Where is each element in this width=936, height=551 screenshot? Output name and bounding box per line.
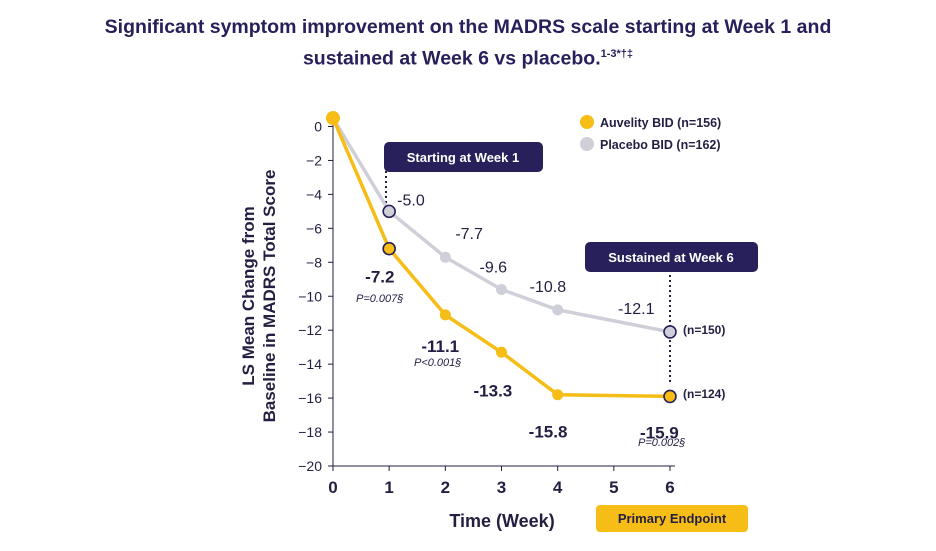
x-tick-label: 1 [384,478,393,497]
placebo-data-point [382,204,396,219]
auvelity-data-label: -13.3 [474,381,513,400]
y-tick-label: −4 [306,186,322,202]
legend: Auvelity BID (n=156) Placebo BID (n=162) [580,115,721,152]
auvelity-points [326,111,677,404]
placebo-data-label: -5.0 [397,192,425,209]
x-tick-label: 2 [441,478,450,497]
y-tick-label: 0 [314,119,322,135]
x-axis-label: Time (Week) [449,511,554,531]
placebo-data-label: -9.6 [480,259,508,276]
y-tick-label: −16 [298,390,322,406]
week1-callout-box [384,142,543,172]
week6-p-value: P=0.002§ [638,437,685,449]
placebo-data-label: -7.7 [455,226,483,243]
auvelity-data-label: -11.1 [421,337,459,356]
legend-auvelity-marker [580,115,594,129]
placebo-data-label: -12.1 [618,301,655,318]
auvelity-data-point [663,389,677,404]
placebo-data-labels: -5.0 -7.7 -9.6 -10.8 -12.1 [397,192,654,318]
y-axis-label-line-2: Baseline in MADRS Total Score [260,170,279,423]
y-axis-ticks: 0 −2 −4 −6 −8 −10 −12 −14 −16 −18 −20 [298,119,333,474]
x-tick-label: 3 [497,478,506,497]
week6-callout-box [585,242,758,272]
x-axis-ticks: 0 1 2 3 4 5 6 [328,466,675,497]
primary-endpoint-badge: Primary Endpoint [596,505,748,532]
primary-endpoint-label: Primary Endpoint [618,511,727,526]
auvelity-data-point [439,309,451,321]
auvelity-series-line [331,117,671,399]
placebo-data-point [439,251,451,263]
legend-placebo-label: Placebo BID (n=162) [600,138,721,152]
auvelity-data-label: -15.8 [529,423,568,442]
x-tick-label: 0 [328,478,337,497]
placebo-data-point [552,304,564,316]
placebo-data-point [496,283,507,295]
auvelity-data-point [496,346,507,358]
title-line-2-text: sustained at Week 6 vs placebo. [302,47,601,70]
primary-endpoint-box [596,505,748,532]
week2-p-value: P<0.001§ [414,357,461,369]
y-tick-label: −2 [306,152,322,168]
title-line-1: Significant symptom improvement on the M… [104,16,832,38]
week1-callout-label: Starting at Week 1 [407,150,519,165]
legend-placebo-marker [580,137,594,151]
placebo-series-line [331,117,671,334]
week6-placebo-n: (n=150) [683,323,725,337]
week6-auvelity-n: (n=124) [683,387,725,401]
y-axis-label-line-1: LS Mean Change from [239,206,258,385]
y-tick-label: −8 [306,254,322,270]
auvelity-data-label: -15.9 [640,423,679,442]
placebo-data-point [663,325,677,339]
chart-title: Significant symptom improvement on the M… [0,14,936,73]
auvelity-data-labels: -7.2 -11.1 -13.3 -15.8 -15.9 [365,268,679,443]
legend-auvelity-label: Auvelity BID (n=156) [600,116,721,130]
title-footnote: 1-3*†‡ [600,48,634,60]
y-axis-label: LS Mean Change from Baseline in MADRS To… [239,170,279,423]
auvelity-data-point [552,389,564,401]
week1-p-value: P=0.007§ [356,293,403,305]
x-tick-label: 4 [553,478,563,497]
week1-callout: Starting at Week 1 [384,142,543,172]
auvelity-data-point [382,241,396,256]
auvelity-data-label: -7.2 [365,268,394,287]
x-tick-label: 5 [609,478,618,497]
y-tick-label: −18 [298,424,322,440]
y-tick-label: −10 [298,288,322,304]
week6-callout: Sustained at Week 6 [585,242,758,272]
y-tick-label: −20 [298,458,322,474]
y-tick-label: −12 [298,322,322,338]
title-line-2: sustained at Week 6 vs placebo.1-3*†‡ [0,41,936,73]
placebo-points [382,204,677,339]
week6-callout-label: Sustained at Week 6 [608,250,733,265]
placebo-data-label: -10.8 [530,279,567,296]
x-tick-label: 6 [665,478,674,497]
y-tick-label: −6 [306,220,322,236]
y-tick-label: −14 [298,356,322,372]
auvelity-data-point [326,111,340,126]
